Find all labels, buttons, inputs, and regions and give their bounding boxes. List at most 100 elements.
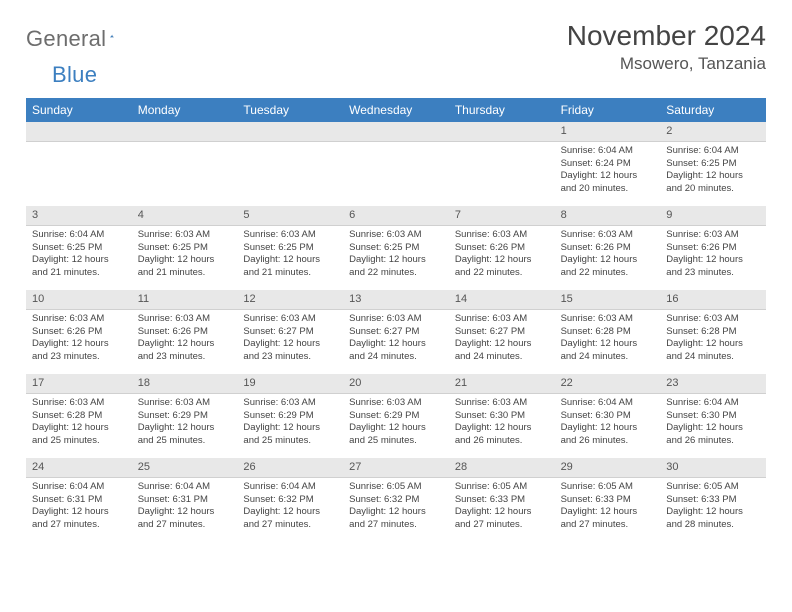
day-number: 1	[555, 122, 661, 142]
day-number	[449, 122, 555, 142]
day-cell: 26Sunrise: 6:04 AMSunset: 6:32 PMDayligh…	[237, 458, 343, 542]
day-body	[237, 142, 343, 151]
logo-word2: Blue	[52, 62, 97, 88]
day-number: 3	[26, 206, 132, 226]
day-number: 4	[132, 206, 238, 226]
day-cell	[449, 122, 555, 206]
day-cell: 2Sunrise: 6:04 AMSunset: 6:25 PMDaylight…	[660, 122, 766, 206]
day-body: Sunrise: 6:03 AMSunset: 6:26 PMDaylight:…	[660, 226, 766, 286]
title-block: November 2024 Msowero, Tanzania	[567, 20, 766, 74]
day-body: Sunrise: 6:03 AMSunset: 6:27 PMDaylight:…	[237, 310, 343, 370]
day-body: Sunrise: 6:04 AMSunset: 6:32 PMDaylight:…	[237, 478, 343, 538]
day-cell: 29Sunrise: 6:05 AMSunset: 6:33 PMDayligh…	[555, 458, 661, 542]
day-cell: 19Sunrise: 6:03 AMSunset: 6:29 PMDayligh…	[237, 374, 343, 458]
day-number: 12	[237, 290, 343, 310]
day-cell: 13Sunrise: 6:03 AMSunset: 6:27 PMDayligh…	[343, 290, 449, 374]
day-cell: 21Sunrise: 6:03 AMSunset: 6:30 PMDayligh…	[449, 374, 555, 458]
day-body: Sunrise: 6:05 AMSunset: 6:33 PMDaylight:…	[660, 478, 766, 538]
day-cell: 20Sunrise: 6:03 AMSunset: 6:29 PMDayligh…	[343, 374, 449, 458]
day-header-cell: Monday	[132, 98, 238, 122]
day-body: Sunrise: 6:03 AMSunset: 6:29 PMDaylight:…	[237, 394, 343, 454]
day-cell: 6Sunrise: 6:03 AMSunset: 6:25 PMDaylight…	[343, 206, 449, 290]
day-body	[343, 142, 449, 151]
day-cell	[343, 122, 449, 206]
day-body: Sunrise: 6:03 AMSunset: 6:25 PMDaylight:…	[237, 226, 343, 286]
day-number: 29	[555, 458, 661, 478]
day-header-cell: Wednesday	[343, 98, 449, 122]
day-body: Sunrise: 6:04 AMSunset: 6:31 PMDaylight:…	[132, 478, 238, 538]
day-cell	[132, 122, 238, 206]
day-number: 20	[343, 374, 449, 394]
day-number: 6	[343, 206, 449, 226]
day-number: 13	[343, 290, 449, 310]
day-number: 21	[449, 374, 555, 394]
day-number: 30	[660, 458, 766, 478]
day-cell: 3Sunrise: 6:04 AMSunset: 6:25 PMDaylight…	[26, 206, 132, 290]
day-number: 22	[555, 374, 661, 394]
day-number: 10	[26, 290, 132, 310]
day-body: Sunrise: 6:03 AMSunset: 6:26 PMDaylight:…	[449, 226, 555, 286]
day-cell	[237, 122, 343, 206]
day-cell: 4Sunrise: 6:03 AMSunset: 6:25 PMDaylight…	[132, 206, 238, 290]
day-header-cell: Tuesday	[237, 98, 343, 122]
day-number: 16	[660, 290, 766, 310]
day-number: 24	[26, 458, 132, 478]
logo: General	[26, 20, 134, 52]
day-header-cell: Thursday	[449, 98, 555, 122]
day-number: 5	[237, 206, 343, 226]
day-body: Sunrise: 6:04 AMSunset: 6:31 PMDaylight:…	[26, 478, 132, 538]
day-number: 18	[132, 374, 238, 394]
day-number	[26, 122, 132, 142]
day-number: 26	[237, 458, 343, 478]
day-body: Sunrise: 6:03 AMSunset: 6:25 PMDaylight:…	[343, 226, 449, 286]
logo-word1: General	[26, 26, 106, 52]
day-number: 15	[555, 290, 661, 310]
day-header-cell: Sunday	[26, 98, 132, 122]
location: Msowero, Tanzania	[567, 54, 766, 74]
day-number: 17	[26, 374, 132, 394]
week-row: 17Sunrise: 6:03 AMSunset: 6:28 PMDayligh…	[26, 374, 766, 458]
logo-sail-icon	[110, 28, 114, 44]
calendar: SundayMondayTuesdayWednesdayThursdayFrid…	[26, 98, 766, 542]
calendar-grid: 1Sunrise: 6:04 AMSunset: 6:24 PMDaylight…	[26, 122, 766, 542]
day-cell: 16Sunrise: 6:03 AMSunset: 6:28 PMDayligh…	[660, 290, 766, 374]
day-body: Sunrise: 6:05 AMSunset: 6:33 PMDaylight:…	[555, 478, 661, 538]
day-cell: 28Sunrise: 6:05 AMSunset: 6:33 PMDayligh…	[449, 458, 555, 542]
day-number	[132, 122, 238, 142]
day-number: 14	[449, 290, 555, 310]
day-number: 11	[132, 290, 238, 310]
day-number: 27	[343, 458, 449, 478]
day-number	[343, 122, 449, 142]
day-body	[26, 142, 132, 151]
day-number: 8	[555, 206, 661, 226]
day-body: Sunrise: 6:03 AMSunset: 6:30 PMDaylight:…	[449, 394, 555, 454]
day-body: Sunrise: 6:04 AMSunset: 6:30 PMDaylight:…	[555, 394, 661, 454]
day-cell: 9Sunrise: 6:03 AMSunset: 6:26 PMDaylight…	[660, 206, 766, 290]
week-row: 10Sunrise: 6:03 AMSunset: 6:26 PMDayligh…	[26, 290, 766, 374]
week-row: 1Sunrise: 6:04 AMSunset: 6:24 PMDaylight…	[26, 122, 766, 206]
day-number: 19	[237, 374, 343, 394]
day-body: Sunrise: 6:03 AMSunset: 6:26 PMDaylight:…	[555, 226, 661, 286]
day-number	[237, 122, 343, 142]
day-number: 23	[660, 374, 766, 394]
day-cell: 8Sunrise: 6:03 AMSunset: 6:26 PMDaylight…	[555, 206, 661, 290]
day-body: Sunrise: 6:03 AMSunset: 6:28 PMDaylight:…	[555, 310, 661, 370]
day-header-cell: Saturday	[660, 98, 766, 122]
day-cell: 22Sunrise: 6:04 AMSunset: 6:30 PMDayligh…	[555, 374, 661, 458]
day-body: Sunrise: 6:03 AMSunset: 6:28 PMDaylight:…	[26, 394, 132, 454]
day-cell: 24Sunrise: 6:04 AMSunset: 6:31 PMDayligh…	[26, 458, 132, 542]
month-title: November 2024	[567, 20, 766, 52]
day-body: Sunrise: 6:04 AMSunset: 6:25 PMDaylight:…	[26, 226, 132, 286]
day-body: Sunrise: 6:03 AMSunset: 6:26 PMDaylight:…	[132, 310, 238, 370]
day-number: 9	[660, 206, 766, 226]
day-cell: 7Sunrise: 6:03 AMSunset: 6:26 PMDaylight…	[449, 206, 555, 290]
day-cell: 15Sunrise: 6:03 AMSunset: 6:28 PMDayligh…	[555, 290, 661, 374]
day-number: 28	[449, 458, 555, 478]
day-number: 2	[660, 122, 766, 142]
day-number: 25	[132, 458, 238, 478]
day-cell: 1Sunrise: 6:04 AMSunset: 6:24 PMDaylight…	[555, 122, 661, 206]
day-cell: 27Sunrise: 6:05 AMSunset: 6:32 PMDayligh…	[343, 458, 449, 542]
day-body: Sunrise: 6:03 AMSunset: 6:29 PMDaylight:…	[343, 394, 449, 454]
day-cell: 10Sunrise: 6:03 AMSunset: 6:26 PMDayligh…	[26, 290, 132, 374]
day-body: Sunrise: 6:05 AMSunset: 6:33 PMDaylight:…	[449, 478, 555, 538]
